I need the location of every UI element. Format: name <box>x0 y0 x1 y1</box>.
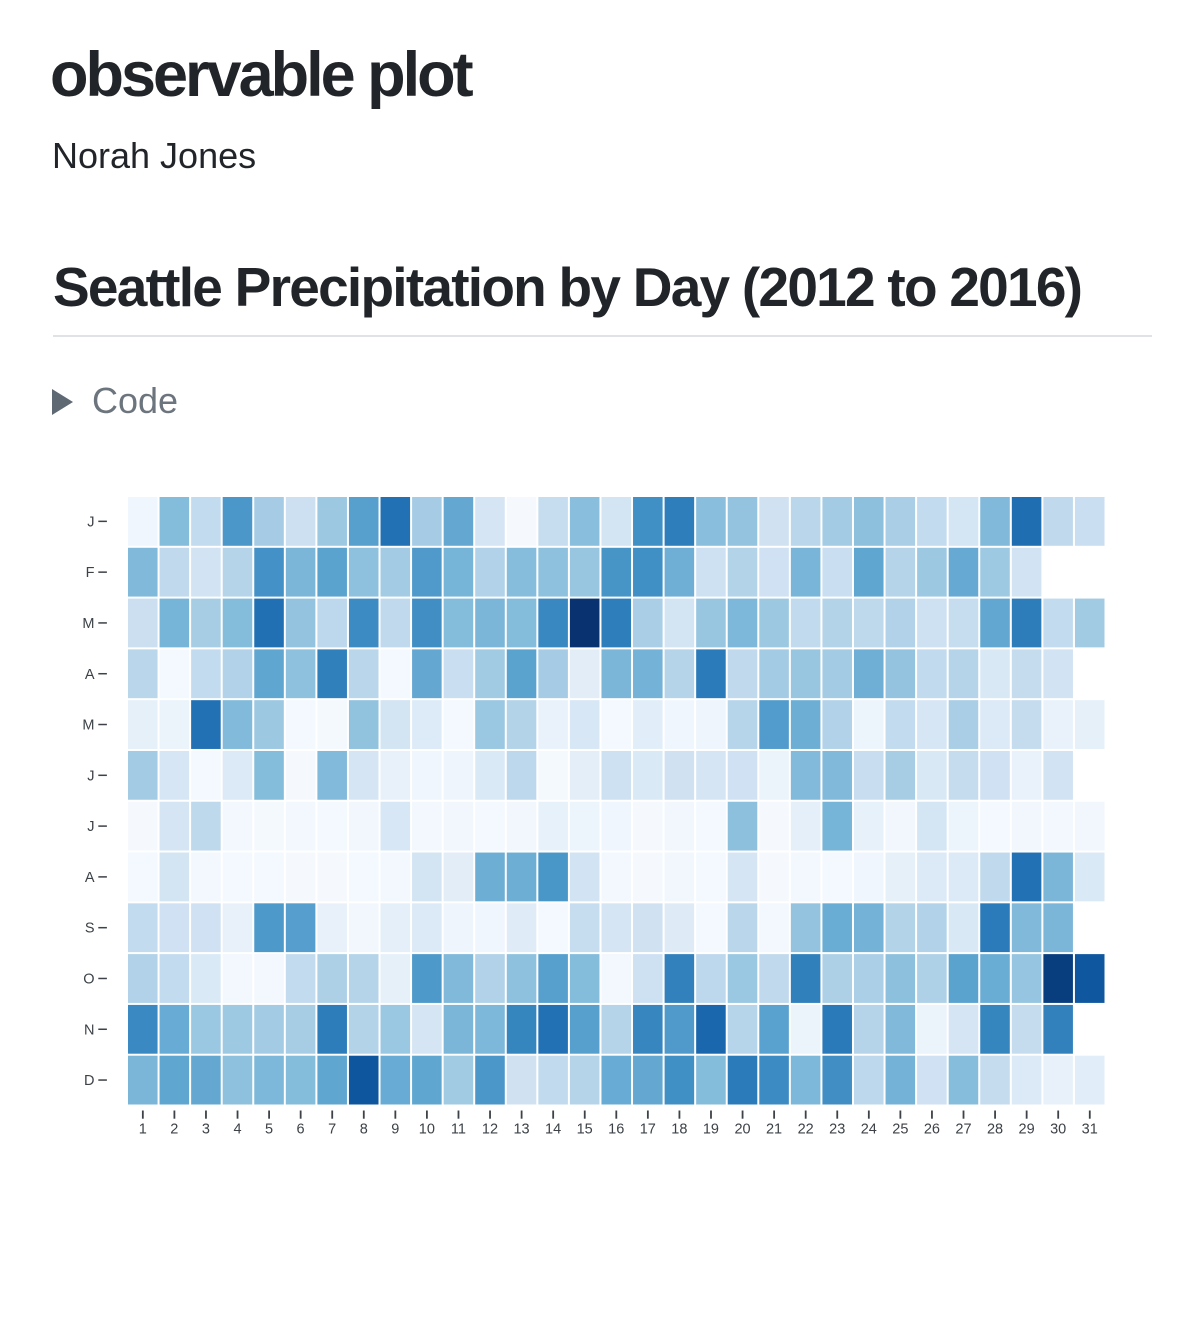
svg-text:31: 31 <box>1082 1122 1098 1138</box>
svg-text:J: J <box>87 819 94 835</box>
svg-text:11: 11 <box>451 1122 466 1138</box>
svg-text:8: 8 <box>360 1122 368 1138</box>
svg-text:22: 22 <box>798 1122 814 1138</box>
svg-text:19: 19 <box>703 1122 719 1138</box>
svg-text:26: 26 <box>924 1122 940 1138</box>
svg-text:16: 16 <box>608 1122 624 1138</box>
svg-text:20: 20 <box>734 1122 750 1138</box>
svg-text:N: N <box>84 1022 94 1038</box>
svg-text:25: 25 <box>892 1122 908 1138</box>
svg-text:13: 13 <box>513 1122 529 1138</box>
svg-text:12: 12 <box>482 1122 498 1138</box>
svg-text:S: S <box>85 921 95 937</box>
svg-text:A: A <box>85 667 95 683</box>
svg-text:6: 6 <box>297 1122 305 1138</box>
svg-text:14: 14 <box>545 1122 561 1138</box>
svg-text:24: 24 <box>861 1122 877 1138</box>
svg-text:10: 10 <box>419 1122 435 1138</box>
svg-text:J: J <box>87 768 94 784</box>
svg-text:J: J <box>87 514 94 530</box>
svg-text:18: 18 <box>671 1122 687 1138</box>
svg-text:29: 29 <box>1019 1122 1035 1138</box>
svg-text:M: M <box>82 616 94 632</box>
svg-text:5: 5 <box>265 1122 273 1138</box>
svg-text:3: 3 <box>202 1122 210 1138</box>
svg-text:27: 27 <box>955 1122 971 1138</box>
svg-text:O: O <box>83 972 94 988</box>
svg-text:21: 21 <box>766 1122 782 1138</box>
svg-text:7: 7 <box>328 1122 336 1138</box>
svg-text:30: 30 <box>1050 1122 1066 1138</box>
svg-text:4: 4 <box>233 1122 241 1138</box>
svg-text:M: M <box>82 718 94 734</box>
svg-text:1: 1 <box>139 1122 147 1138</box>
svg-text:A: A <box>85 870 95 886</box>
svg-text:23: 23 <box>829 1122 845 1138</box>
svg-text:F: F <box>86 565 95 581</box>
svg-text:D: D <box>84 1073 94 1089</box>
svg-text:15: 15 <box>577 1122 593 1138</box>
svg-text:2: 2 <box>170 1122 178 1138</box>
svg-text:9: 9 <box>391 1122 399 1138</box>
svg-text:17: 17 <box>640 1122 656 1138</box>
svg-text:28: 28 <box>987 1122 1003 1138</box>
